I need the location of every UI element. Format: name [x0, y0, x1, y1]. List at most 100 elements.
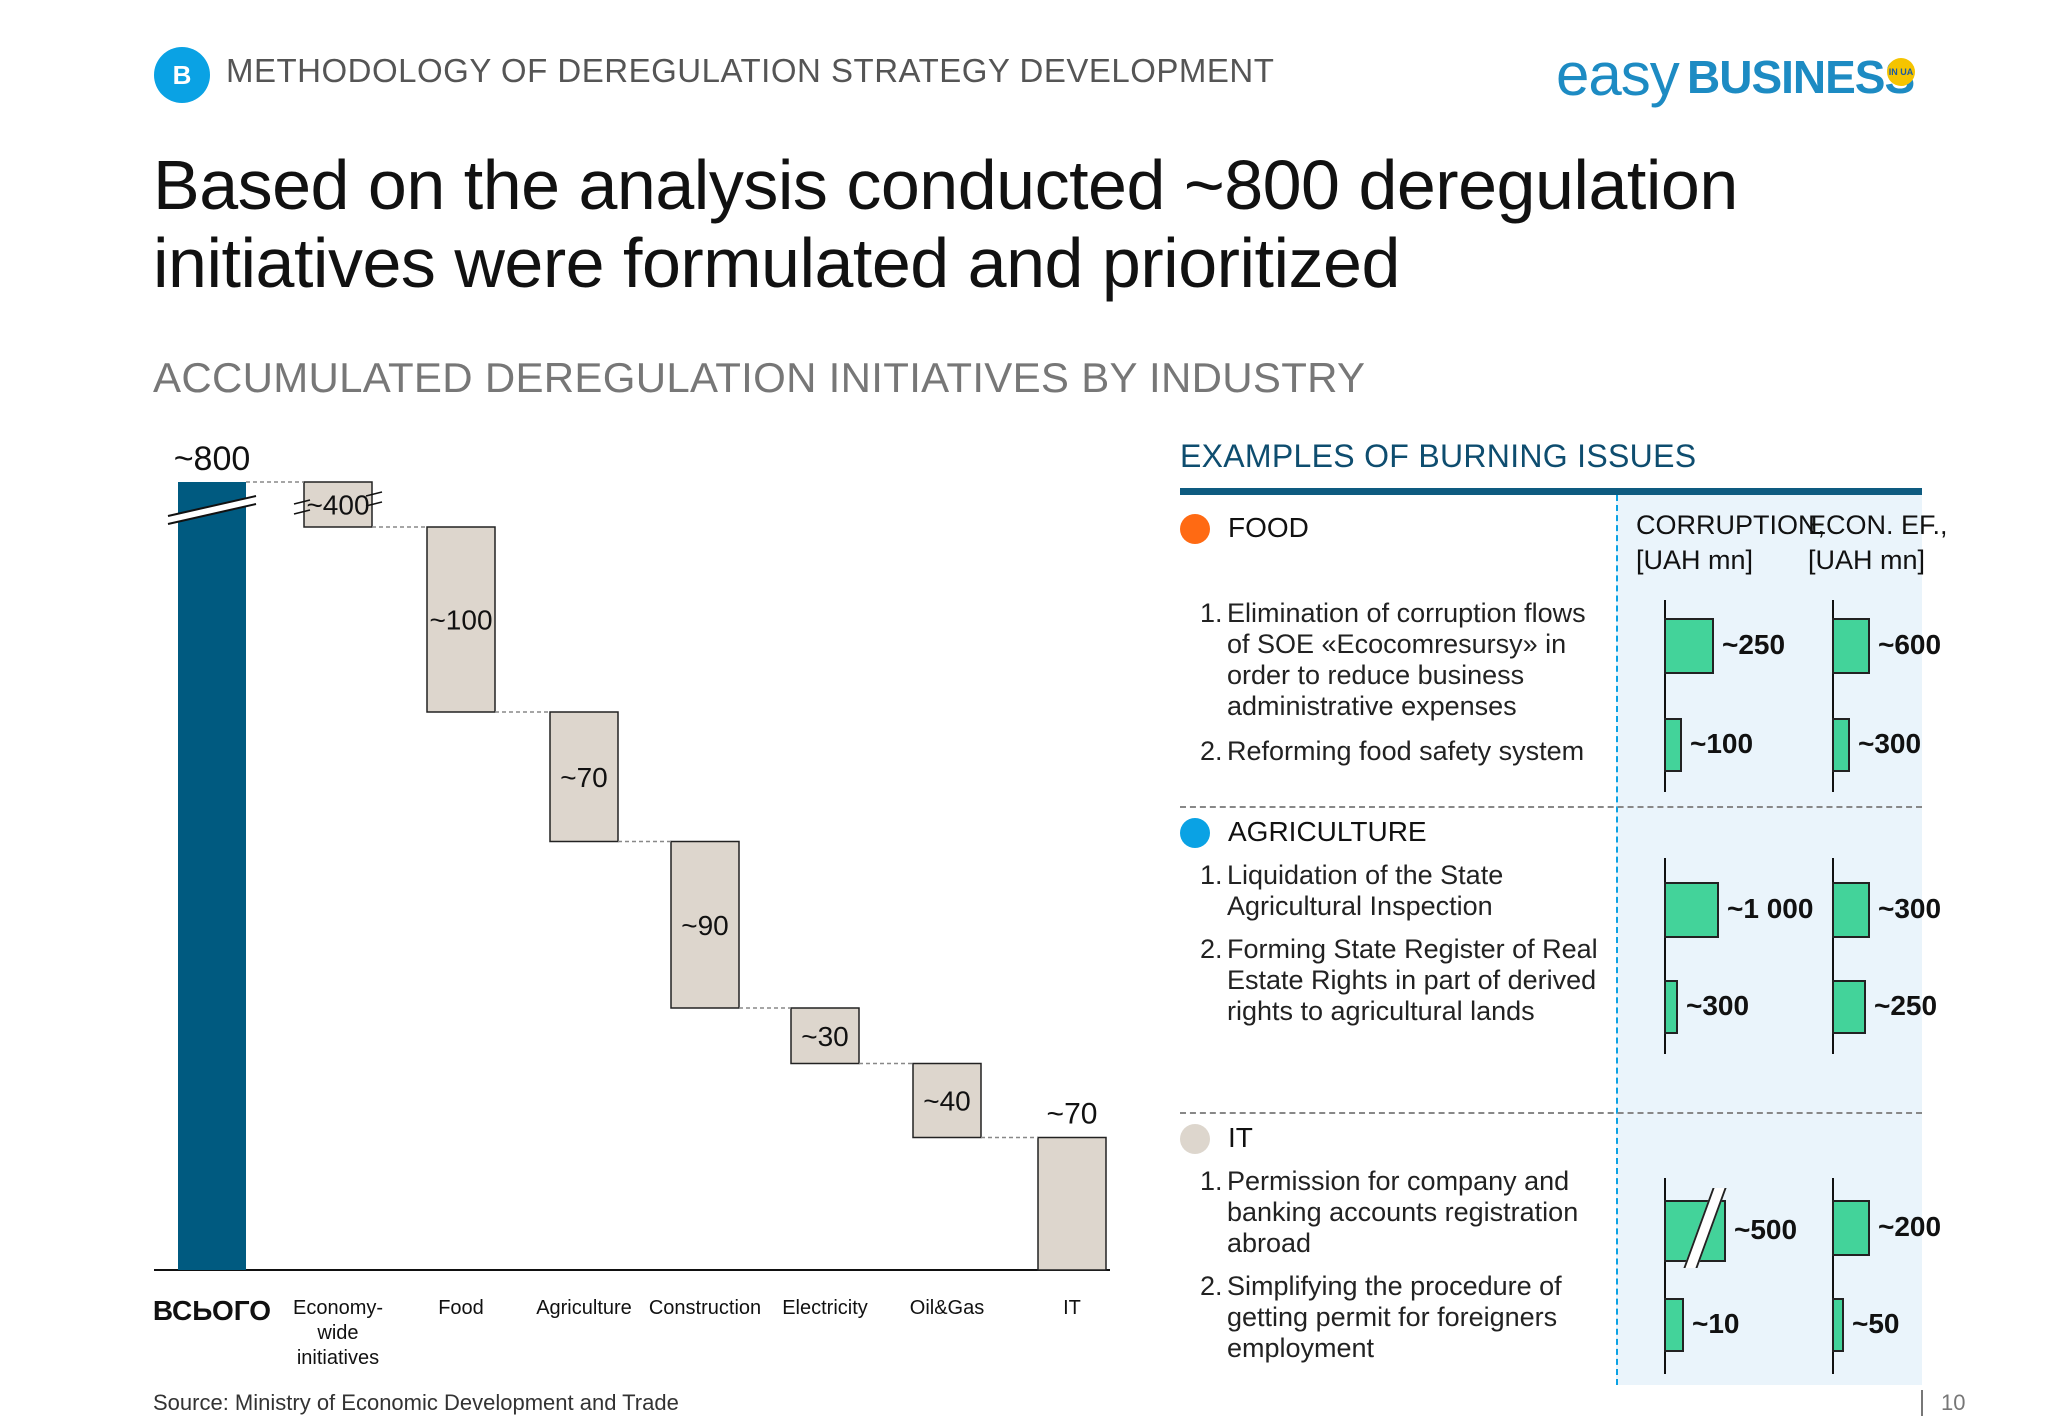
data-label: ~70 [1047, 1098, 1098, 1131]
corruption-value: ~500 [1734, 1214, 1798, 1245]
corruption-bar [1664, 882, 1719, 938]
category-label-line: wide [316, 1322, 358, 1344]
axis-break-mark [365, 491, 383, 497]
econ-bar [1832, 882, 1870, 938]
page-title: Based on the analysis conducted ~800 der… [153, 146, 1738, 302]
econ-value: ~200 [1878, 1211, 1942, 1242]
easybusiness-logo: easy BUSINESS IN UA [1556, 40, 1936, 110]
data-label: ~400 [306, 490, 369, 521]
corruption-header-line1: CORRUPTION, [1636, 510, 1825, 540]
mini-chart-axis [1664, 1178, 1666, 1374]
logo-business: BUSINESS [1687, 51, 1915, 103]
issue-text: Simplifying the procedure of getting per… [1227, 1271, 1562, 1363]
category-label: Agriculture [536, 1297, 632, 1319]
data-label: ~90 [681, 910, 729, 941]
it-color-dot [1180, 1124, 1210, 1154]
food-section-label: FOOD [1228, 512, 1309, 543]
category-label-line: Agriculture [536, 1297, 632, 1319]
data-label: ~30 [801, 1021, 849, 1052]
mini-chart-axis [1832, 600, 1834, 792]
econ-value: ~300 [1858, 728, 1922, 759]
category-label-line: initiatives [297, 1347, 379, 1369]
data-label: ~40 [923, 1086, 971, 1117]
data-label: ~70 [560, 762, 608, 793]
bar-electricity [790, 1007, 860, 1065]
corruption-value: ~100 [1690, 728, 1754, 759]
panel-column-divider [1616, 495, 1618, 1385]
panel-title: EXAMPLES OF BURNING ISSUES [1180, 438, 1697, 474]
category-label: Construction [649, 1297, 761, 1319]
page-number-separator [1921, 1390, 1923, 1416]
agriculture-section-label: AGRICULTURE [1228, 816, 1427, 847]
corruption-value: ~1 000 [1727, 893, 1814, 924]
bar-total [178, 482, 246, 1270]
econ-value: ~250 [1874, 990, 1938, 1021]
category-label-line: IT [1063, 1297, 1081, 1319]
mini-chart-axis [1832, 1178, 1834, 1374]
category-label-line: Economy- [293, 1297, 383, 1319]
category-label-line: Electricity [782, 1297, 868, 1319]
corruption-bar [1664, 718, 1682, 772]
agriculture-issue-1: 1. Liquidation of the State Agricultural… [1200, 860, 1610, 922]
panel-title-rule [1180, 488, 1922, 495]
category-label-line: Oil&Gas [910, 1297, 984, 1319]
axis-break-mark [167, 495, 257, 517]
category-label: Economy-wide initiatives [293, 1297, 383, 1369]
corruption-column-header: CORRUPTION, [UAH mn] [1636, 508, 1825, 578]
section-title: METHODOLOGY OF DEREGULATION STRATEGY DEV… [226, 52, 1275, 89]
issue-text: Permission for company and banking accou… [1227, 1166, 1579, 1258]
corruption-value: ~300 [1686, 990, 1750, 1021]
axis-break-mark [293, 509, 311, 515]
logo-easy: easy [1556, 41, 1680, 108]
issue-number: 1. [1200, 1166, 1223, 1196]
bar-food [426, 526, 496, 713]
corruption-bar [1664, 1298, 1684, 1352]
corruption-header-line2: [UAH mn] [1636, 545, 1754, 575]
category-label: Electricity [782, 1297, 868, 1319]
econ-bar [1832, 618, 1870, 674]
food-issue-1: 1. Elimination of corruption flows of SO… [1200, 598, 1610, 722]
econ-bar [1832, 1298, 1844, 1352]
category-label-line: Construction [649, 1297, 761, 1319]
econ-bar [1832, 1200, 1870, 1256]
corruption-bar [1664, 980, 1678, 1034]
axis-break-mark [365, 501, 383, 507]
econ-value: ~300 [1878, 893, 1942, 924]
issue-text: Forming State Register of Real Estate Ri… [1227, 934, 1598, 1026]
category-label: ВСЬОГО [153, 1295, 271, 1326]
category-label: IT [1063, 1297, 1081, 1319]
it-issue-1: 1. Permission for company and banking ac… [1200, 1166, 1610, 1259]
category-label: Oil&Gas [910, 1297, 984, 1319]
bar-it [1037, 1136, 1107, 1271]
issue-number: 2. [1200, 736, 1223, 766]
it-issue-2: 2. Simplifying the procedure of getting … [1200, 1271, 1610, 1364]
page-number: 10 [1941, 1390, 1966, 1415]
econ-value: ~600 [1878, 629, 1942, 660]
issue-text: Liquidation of the State Agricultural In… [1227, 860, 1504, 921]
category-label: Food [438, 1297, 484, 1319]
corruption-bar [1664, 618, 1714, 674]
data-label-total: ~800 [174, 440, 251, 478]
chart-subtitle: ACCUMULATED DEREGULATION INITIATIVES BY … [153, 354, 1366, 401]
logo-in-ua-badge: IN UA [1887, 58, 1915, 86]
mini-chart-axis [1664, 600, 1666, 792]
agriculture-color-dot [1180, 818, 1210, 848]
axis-break-gap [167, 496, 257, 524]
issue-text: Elimination of corruption flows of SOE «… [1227, 598, 1586, 721]
corruption-value: ~250 [1722, 629, 1786, 660]
econ-bar [1832, 718, 1850, 772]
bar-agriculture [549, 711, 619, 843]
waterfall-chart: ~800 ~400 ~100 ~70 ~90 ~30 ~40 ~70 ВСЬОГО Economy… [153, 440, 1110, 1369]
category-label-line: Food [438, 1297, 484, 1319]
section-divider [1180, 806, 1922, 808]
issue-number: 2. [1200, 934, 1223, 964]
issue-text: Reforming food safety system [1227, 736, 1585, 766]
section-divider [1180, 1112, 1922, 1114]
data-label: ~100 [429, 605, 492, 636]
bar-oil-gas [912, 1062, 982, 1139]
corruption-value: ~10 [1692, 1308, 1740, 1339]
bar-construction [670, 840, 740, 1009]
mini-chart-axis [1832, 858, 1834, 1054]
mini-chart-axis [1664, 858, 1666, 1054]
econ-column-header: ECON. EF., [UAH mn] [1808, 508, 1948, 578]
